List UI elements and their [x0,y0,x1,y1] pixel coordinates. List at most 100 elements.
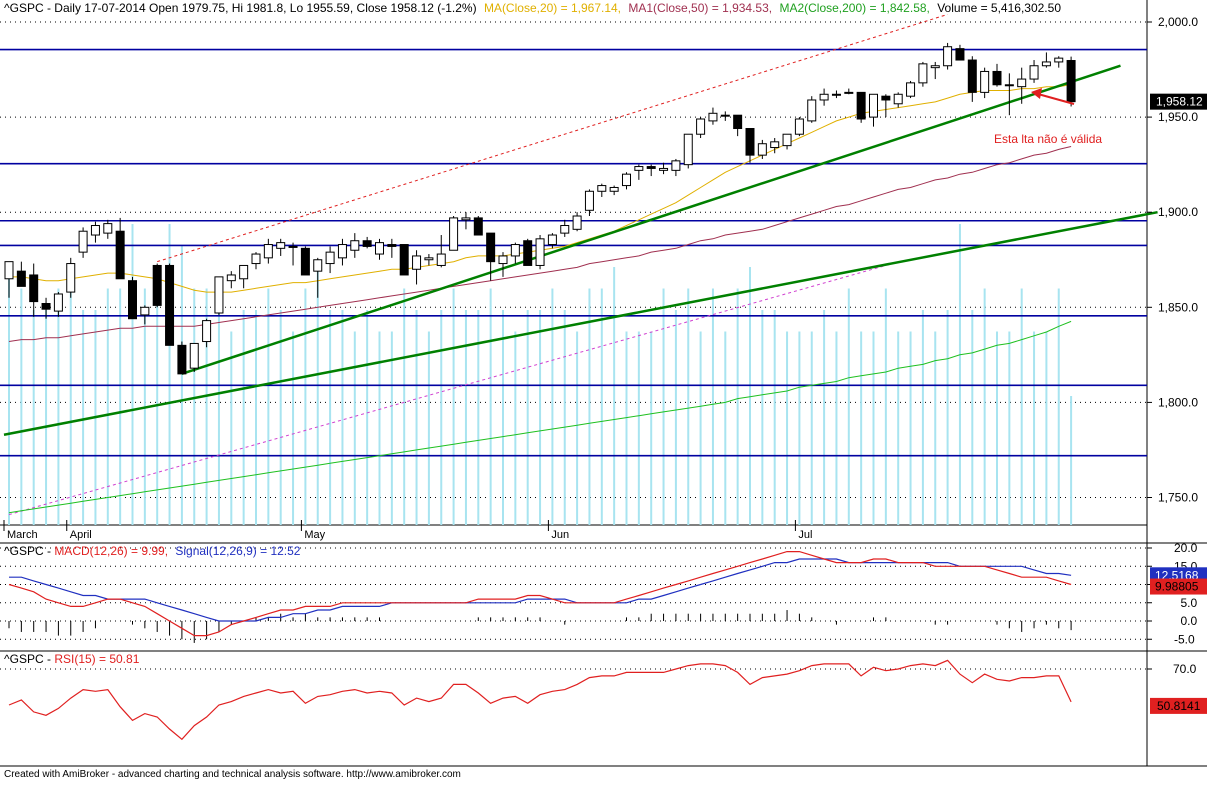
candle [239,264,249,289]
month-label: May [304,529,325,541]
volume-bar [415,310,418,525]
macd-signal-line [9,558,1072,622]
volume-label: Volume = 5,416,302.50 [937,1,1061,15]
candle-up [671,160,681,171]
candle-up [498,255,508,265]
volume-bar [934,331,937,525]
macd-axis-label: -5.0 [1174,632,1195,646]
candle-up [412,255,422,270]
volume-bar [576,331,579,525]
candle-down [486,232,496,263]
volume-bar [1045,331,1048,525]
candle-down [165,264,175,346]
volume-bar [1033,331,1036,525]
candle [634,164,644,180]
candle [165,263,175,346]
month-label: March [7,529,38,541]
candle-up [239,264,249,280]
candle [1054,56,1064,68]
candle-up [375,242,384,255]
candle [399,244,409,276]
volume-bar [835,331,838,525]
candle [313,257,323,298]
macd-last-box [1150,578,1207,595]
candle [955,44,965,61]
month-label: Jul [798,529,812,541]
candle-down [992,70,1002,86]
volume-bar [119,288,122,525]
candle-up [572,215,582,230]
candle [992,63,1002,87]
candle-down [955,48,965,61]
candle-up [4,261,14,280]
candle-up [831,93,841,96]
candle-up [597,185,607,192]
volume-bar [341,310,344,525]
price-axis-label: 1,850.0 [1158,300,1198,314]
candle [523,238,533,266]
ma20-label: MA(Close,20) = 1,967.14, [484,1,621,15]
candle [362,236,372,249]
candle [251,252,261,270]
annotation-arrow [1037,93,1075,105]
volume-bar [329,310,332,525]
candle-down [177,344,187,375]
volume-bar [390,331,393,525]
candle-up [807,99,817,122]
price-axis-label: 1,800.0 [1158,395,1198,409]
candle-up [1054,57,1064,63]
volume-bar [810,331,813,525]
candle [708,107,718,125]
volume-bar [45,310,48,525]
candle [807,96,817,123]
candle-up [214,276,224,314]
candle-down [967,59,977,93]
candle-up [683,133,693,166]
candle [473,216,483,236]
candle-up [918,63,928,84]
volume-bar [724,331,727,525]
candle-up [1004,84,1014,87]
candle-up [782,133,792,147]
volume-bar [292,331,295,525]
volume-bar [316,267,319,525]
candle [720,111,730,121]
volume-bar [539,310,542,525]
candle [547,233,557,249]
candle [794,117,804,137]
candle [572,212,582,232]
volume-bar [996,331,998,525]
rsi-last-box [1150,697,1207,714]
last-price-label: 1,958.12 [1156,95,1203,109]
volume-bar [921,310,924,525]
candle-up [449,217,459,251]
candle-up [930,65,940,69]
candle-down [856,91,866,120]
volume-bar [983,288,986,525]
price-axis-label: 2,000.0 [1158,15,1198,29]
ma50-label: MA1(Close,50) = 1,934.53, [628,1,772,15]
candle-down [362,240,372,247]
candle [337,238,347,266]
volume-bar [156,267,159,525]
volume-bar [255,310,257,525]
macd-line [8,550,1072,637]
candle-up [906,82,916,97]
candle-up [78,230,88,253]
candle [696,117,706,139]
candle [782,133,792,150]
candle [152,263,162,308]
candle-up [584,190,594,211]
candle [584,189,594,217]
volume-bar [600,288,603,525]
candle [745,128,755,163]
volume-bar [847,288,850,525]
candle [140,305,150,325]
volume-bar [57,288,60,525]
macd-label: MACD(12,26) = 9.99, [54,544,168,558]
candle-up [189,342,199,369]
volume-bar [637,331,640,525]
candle [424,254,434,266]
candle [90,221,100,243]
price-axis-label: 1,900.0 [1158,205,1198,219]
